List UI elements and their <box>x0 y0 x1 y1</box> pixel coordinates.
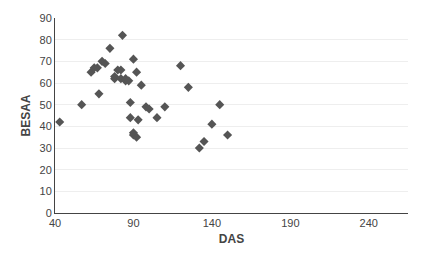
svg-text:20: 20 <box>40 164 52 176</box>
svg-text:40: 40 <box>49 217 61 229</box>
svg-text:50: 50 <box>40 99 52 111</box>
svg-text:140: 140 <box>203 217 221 229</box>
svg-text:10: 10 <box>40 185 52 197</box>
svg-text:240: 240 <box>360 217 378 229</box>
svg-text:90: 90 <box>40 12 52 24</box>
svg-text:30: 30 <box>40 142 52 154</box>
svg-text:60: 60 <box>40 77 52 89</box>
svg-text:40: 40 <box>40 120 52 132</box>
svg-text:BESAA: BESAA <box>19 94 33 136</box>
svg-text:DAS: DAS <box>219 232 244 246</box>
svg-text:90: 90 <box>127 217 139 229</box>
svg-text:190: 190 <box>281 217 299 229</box>
svg-text:80: 80 <box>40 34 52 46</box>
svg-text:70: 70 <box>40 55 52 67</box>
svg-text:0: 0 <box>46 207 52 219</box>
